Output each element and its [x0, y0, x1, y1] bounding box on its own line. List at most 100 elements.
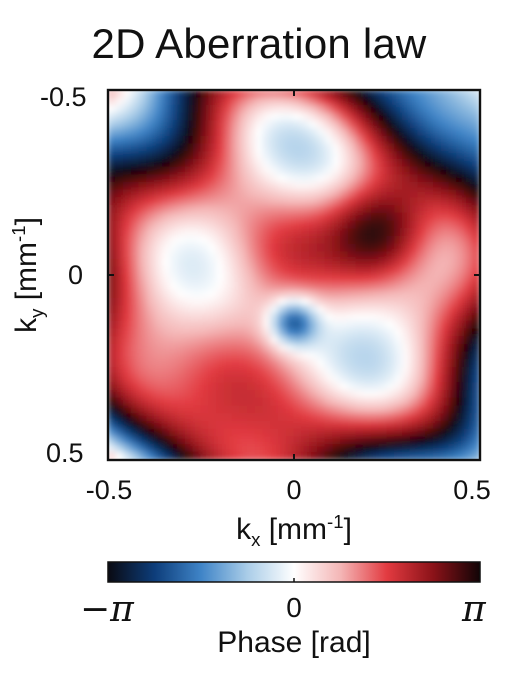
heatmap-cell	[402, 97, 411, 106]
heatmap-cell	[301, 313, 310, 322]
heatmap-cell	[464, 120, 473, 130]
heatmap-cell	[223, 158, 233, 168]
heatmap-cell	[161, 205, 171, 214]
heatmap-cell	[324, 367, 334, 376]
heatmap-cell	[231, 359, 241, 368]
heatmap-cell	[130, 397, 140, 407]
heatmap-cell	[464, 97, 473, 106]
heatmap-cell	[216, 274, 225, 284]
heatmap-cell	[440, 282, 450, 291]
heatmap-cell	[394, 251, 403, 261]
heatmap-cell	[138, 282, 148, 291]
heatmap-cell	[332, 451, 341, 460]
heatmap-cell	[456, 428, 465, 438]
heatmap-cell	[332, 228, 341, 237]
heatmap-cell	[223, 420, 233, 430]
heatmap-cell	[324, 235, 334, 245]
heatmap-cell	[146, 266, 155, 276]
heatmap-cell	[355, 289, 365, 299]
heatmap-cell	[394, 320, 403, 330]
heatmap-cell	[363, 397, 372, 407]
heatmap-cell	[402, 282, 411, 291]
heatmap-cell	[108, 289, 117, 299]
heatmap-cell	[262, 166, 272, 176]
heatmap-cell	[231, 351, 241, 361]
heatmap-cell	[123, 282, 132, 291]
heatmap-cell	[285, 251, 295, 261]
heatmap-cell	[223, 382, 233, 392]
heatmap-cell	[464, 297, 473, 307]
heatmap-cell	[231, 382, 241, 392]
heatmap-cell	[200, 359, 210, 368]
heatmap-cell	[440, 444, 450, 453]
heatmap-cell	[417, 266, 427, 276]
heatmap-cell	[309, 297, 318, 307]
heatmap-cell	[440, 359, 450, 368]
heatmap-cell	[417, 120, 427, 130]
heatmap-cell	[185, 135, 194, 145]
heatmap-cell	[130, 143, 140, 153]
heatmap-cell	[130, 251, 140, 261]
heatmap-cell	[262, 266, 272, 276]
heatmap-cell	[347, 243, 357, 253]
heatmap-cell	[278, 220, 287, 230]
heatmap-cell	[394, 444, 403, 453]
heatmap-cell	[440, 158, 450, 168]
heatmap-cell	[409, 428, 419, 438]
heatmap-cell	[471, 390, 480, 399]
heatmap-cell	[262, 367, 272, 376]
heatmap-cell	[332, 336, 341, 345]
heatmap-cell	[154, 197, 163, 207]
heatmap-cell	[332, 390, 341, 399]
heatmap-cell	[154, 343, 163, 353]
heatmap-cell	[417, 328, 427, 338]
heatmap-cell	[169, 305, 179, 315]
heatmap-cell	[309, 97, 318, 106]
heatmap-cell	[177, 197, 186, 207]
heatmap-cell	[278, 351, 287, 361]
heatmap-cell	[216, 197, 225, 207]
heatmap-cell	[448, 397, 458, 407]
heatmap-cell	[433, 220, 442, 230]
heatmap-cell	[115, 135, 124, 145]
heatmap-cell	[200, 120, 210, 130]
heatmap-cell	[115, 282, 124, 291]
heatmap-cell	[340, 182, 349, 191]
heatmap-cell	[146, 182, 155, 191]
heatmap-cell	[216, 436, 225, 446]
heatmap-cell	[146, 90, 155, 99]
heatmap-cell	[355, 166, 365, 176]
heatmap-cell	[402, 436, 411, 446]
x-axis-label-sup: -1	[327, 511, 344, 532]
heatmap-cell	[200, 413, 210, 422]
heatmap-cell	[402, 151, 411, 160]
heatmap-cell	[394, 351, 403, 361]
heatmap-cell	[161, 390, 171, 399]
heatmap-cell	[208, 120, 217, 130]
heatmap-cell	[108, 128, 117, 137]
heatmap-cell	[262, 390, 272, 399]
heatmap-cell	[108, 166, 117, 176]
heatmap-cell	[324, 328, 334, 338]
heatmap-cell	[123, 289, 132, 299]
heatmap-cell	[386, 444, 396, 453]
heatmap-cell	[254, 251, 264, 261]
heatmap-cell	[231, 328, 241, 338]
heatmap-cell	[440, 367, 450, 376]
heatmap-cell	[309, 313, 318, 322]
heatmap-cell	[456, 266, 465, 276]
heatmap-cell	[378, 266, 388, 276]
heatmap-cell	[146, 413, 155, 422]
heatmap-cell	[309, 128, 318, 137]
x-tick-label-min: -0.5	[85, 475, 133, 505]
heatmap-cell	[464, 220, 473, 230]
heatmap-cell	[355, 235, 365, 245]
heatmap-cell	[270, 390, 279, 399]
heatmap-cell	[130, 305, 140, 315]
heatmap-cell	[177, 397, 186, 407]
heatmap-cell	[293, 397, 303, 407]
heatmap-cell	[456, 405, 465, 415]
heatmap-cell	[200, 266, 210, 276]
heatmap-cell	[130, 259, 140, 268]
heatmap-cell	[239, 220, 248, 230]
